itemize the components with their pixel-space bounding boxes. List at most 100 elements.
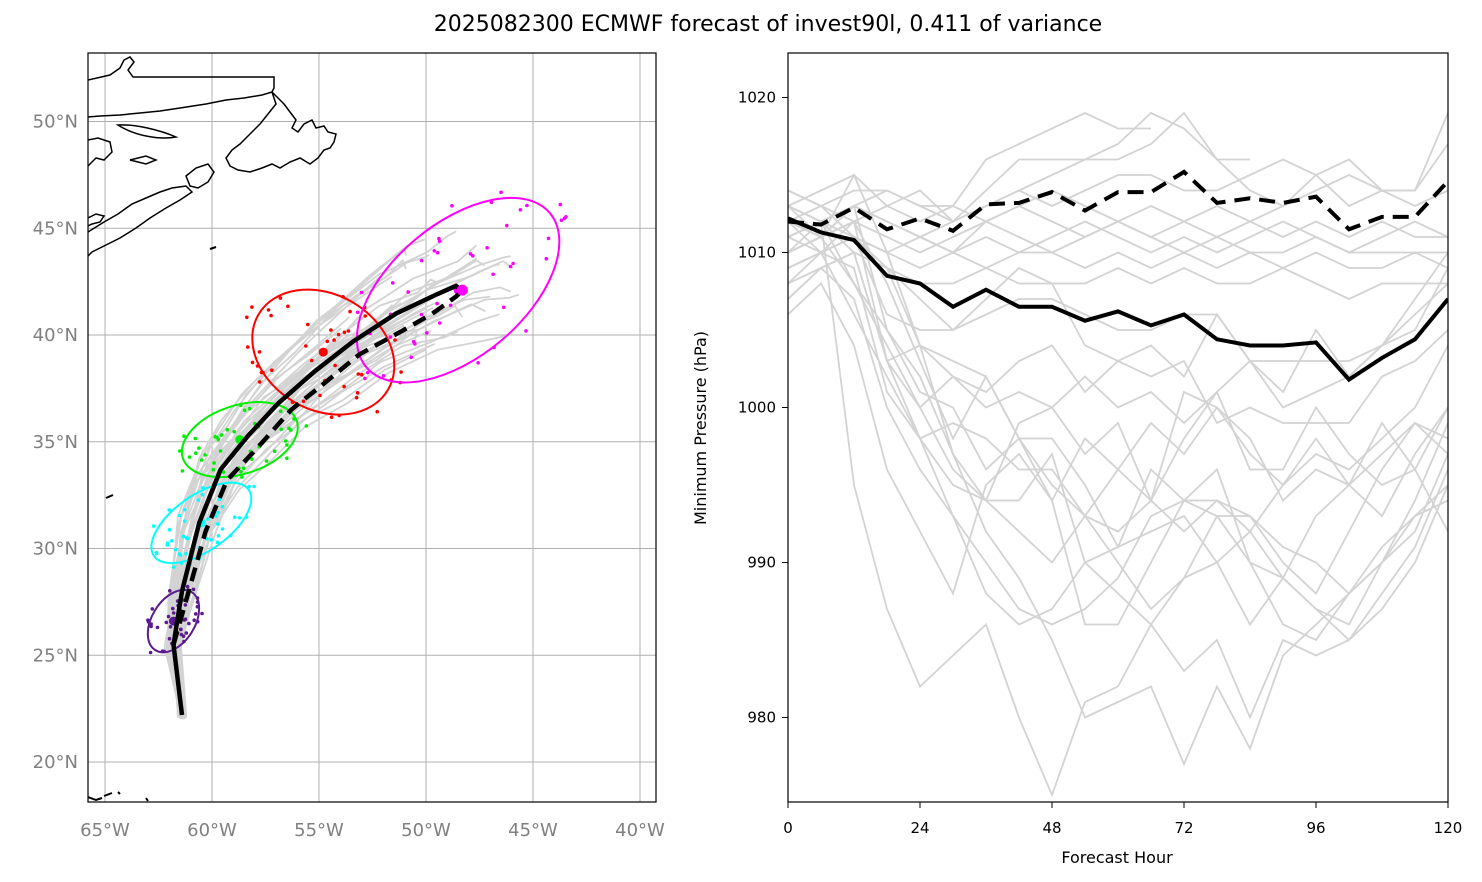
ensemble-position-t120 [489, 200, 494, 205]
ensemble-position-t48 [173, 547, 178, 552]
ensemble-position-t120 [485, 246, 489, 250]
map-lat-tick-label: 50°N [33, 112, 78, 133]
ensemble-position-t48 [172, 565, 176, 569]
ensemble-pressure-line [788, 205, 1448, 798]
ensemble-position-t24 [166, 614, 171, 619]
ensemble-position-t72 [240, 475, 244, 479]
mean-track-dashed [171, 288, 464, 646]
ensemble-position-t24 [187, 621, 191, 626]
map-lat-tick-label: 40°N [33, 325, 78, 346]
ensemble-position-t96 [266, 308, 271, 312]
map-lon-tick-label: 60°W [187, 820, 237, 841]
ensemble-position-t24 [171, 606, 175, 611]
coastline-nova-scotia [88, 185, 194, 257]
ensemble-position-t48 [216, 533, 221, 538]
map-ensemble-positions [146, 190, 568, 655]
ensemble-position-t120 [419, 312, 424, 317]
ensemble-position-t48 [209, 538, 213, 542]
ensemble-position-t96 [329, 415, 334, 420]
ensemble-position-t24 [168, 625, 173, 629]
ensemble-position-t48 [169, 539, 174, 543]
ensemble-position-t48 [151, 524, 156, 528]
ensemble-position-t96 [257, 380, 262, 384]
ensemble-position-t120 [359, 290, 364, 295]
coastline-bermuda [105, 494, 114, 499]
ensemble-position-t120 [499, 190, 503, 195]
x-axis-label: Forecast Hour [1061, 848, 1173, 867]
ensemble-position-t120 [524, 329, 528, 333]
map-lat-tick-label: 45°N [33, 218, 78, 239]
ensemble-position-t96 [393, 338, 397, 342]
ensemble-position-t96 [333, 363, 337, 368]
pressure-panel: 0 24 48 72 96 120 980 990 1000 1010 1020 Forecast … [691, 52, 1463, 867]
ensemble-position-t96 [301, 399, 306, 404]
x-tick-label: 120 [1434, 819, 1463, 837]
ensemble-position-t48 [217, 497, 222, 502]
ensemble-position-t48 [237, 516, 242, 520]
ensemble-position-t120 [544, 256, 549, 261]
ensemble-pressure-line [788, 112, 1151, 223]
ensemble-position-t96 [360, 372, 364, 377]
ensemble-position-t96 [325, 339, 330, 344]
ensemble-position-t120 [508, 264, 513, 269]
ensemble-position-t72 [193, 451, 198, 456]
ensemble-position-t72 [193, 436, 198, 441]
x-tick-label: 24 [910, 819, 929, 837]
ensemble-position-t72 [211, 467, 216, 472]
ensemble-position-t72 [197, 446, 201, 450]
map-lat-tick-label: 25°N [33, 645, 78, 666]
mean-position-t96 [318, 347, 328, 357]
ensemble-pressure-line [788, 251, 1448, 425]
ensemble-position-t120 [425, 331, 429, 335]
coastline-bahamas [88, 791, 149, 802]
ensemble-position-t48 [220, 505, 225, 509]
ensemble-position-t72 [225, 427, 229, 432]
ensemble-position-t48 [216, 510, 220, 515]
final-position-marker [456, 284, 468, 296]
ensemble-position-t120 [438, 321, 442, 325]
ensemble-position-t72 [203, 453, 207, 457]
coastline-maine [88, 213, 106, 227]
ensemble-position-t48 [232, 515, 237, 519]
x-tick-label: 72 [1174, 819, 1193, 837]
coastline-anticosti [115, 124, 179, 139]
map-frame [87, 52, 657, 803]
ensemble-position-t120 [558, 202, 563, 207]
x-tick-label: 96 [1306, 819, 1325, 837]
ensemble-position-t72 [283, 439, 288, 443]
ensemble-position-t120 [388, 335, 393, 339]
y-tick-label: 1020 [738, 89, 776, 107]
ensemble-position-t72 [247, 406, 252, 411]
ensemble-position-t48 [178, 553, 183, 557]
ensemble-pressure-line [788, 220, 1448, 254]
ensemble-position-t24 [150, 607, 155, 611]
map-panel: 65°W 60°W 55°W 50°W 45°W 40°W 20°N 25°N 30°N 35°N… [33, 52, 665, 842]
ensemble-position-t24 [164, 620, 169, 625]
coastline-quebec-labrador [88, 56, 275, 118]
ensemble-position-t120 [406, 290, 411, 294]
ensemble-position-t48 [182, 519, 187, 523]
ensemble-position-t48 [167, 527, 172, 532]
ensemble-pressure-line [788, 220, 1448, 532]
ensemble-position-t96 [346, 329, 351, 333]
ensemble-position-t72 [279, 427, 284, 432]
ensemble-position-t72 [289, 428, 293, 432]
ensemble-position-t96 [269, 313, 273, 318]
ensemble-track [166, 254, 430, 716]
ensemble-pressure-line [788, 172, 1448, 503]
ensemble-pressure-line [788, 251, 1448, 611]
ensemble-pressure-line [788, 236, 1448, 269]
ensemble-position-t96 [250, 360, 255, 365]
ensemble-position-t120 [491, 272, 495, 277]
map-coastlines [88, 56, 337, 802]
ensemble-position-t24 [148, 650, 153, 655]
mean-track-solid [171, 283, 464, 716]
ensemble-position-t120 [437, 236, 441, 241]
map-tick-labels: 65°W 60°W 55°W 50°W 45°W 40°W 20°N 25°N 30°N 35°N… [33, 112, 665, 842]
uncertainty-ellipse-t96 [251, 288, 396, 416]
ensemble-position-t24 [193, 612, 198, 616]
ensemble-position-t96 [309, 358, 314, 363]
ensemble-pressure-line [788, 189, 1448, 767]
ensemble-position-t24 [185, 584, 190, 589]
ensemble-position-t24 [179, 627, 183, 632]
